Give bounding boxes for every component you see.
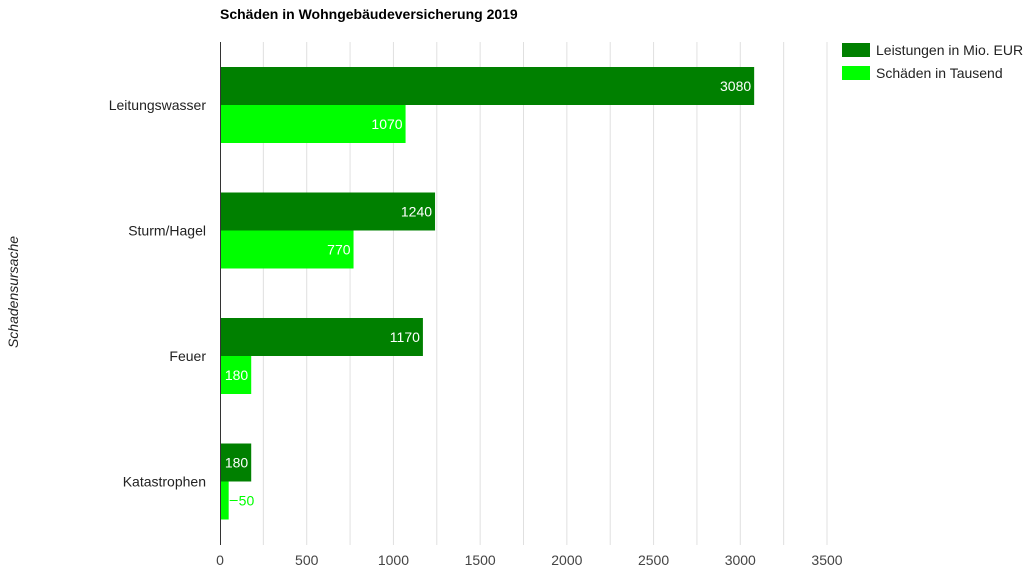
category-label: Feuer: [169, 348, 206, 364]
bar: [220, 192, 436, 231]
x-tick-label: 3500: [811, 552, 842, 568]
bar: [220, 443, 252, 482]
legend-label: Leistungen in Mio. EUR: [876, 42, 1023, 58]
category-label: Sturm/Hagel: [128, 223, 206, 239]
category-labels: Leitungswasser Sturm/Hagel Feuer Katastroph…: [109, 97, 207, 490]
bar: [220, 67, 755, 105]
x-tick-label: 1500: [465, 552, 496, 568]
bar: [220, 105, 406, 143]
bar: [220, 481, 229, 520]
bar: [220, 318, 423, 356]
category-label: Katastrophen: [123, 474, 206, 490]
gridlines: [262, 42, 828, 545]
y-axis-label: Schadensursache: [5, 236, 21, 348]
bar: [220, 230, 354, 269]
x-tick-label: 500: [295, 552, 319, 568]
legend-label: Schäden in Tausend: [876, 65, 1003, 81]
category-label: Leitungswasser: [109, 97, 207, 113]
value-label: 180: [225, 367, 249, 383]
value-label: 1240: [401, 204, 432, 220]
legend-swatch: [842, 66, 870, 80]
chart-title: Schäden in Wohngebäudeversicherung 2019: [220, 6, 518, 22]
value-labels: 3080 1070 1240 770 1170 180 180 50: [225, 78, 752, 509]
value-label: 180: [225, 455, 249, 471]
bar: [220, 356, 252, 394]
value-label: 3080: [720, 78, 751, 94]
value-label: 770: [327, 242, 351, 258]
bars: [220, 67, 755, 520]
legend-swatch: [842, 43, 870, 57]
x-tick-labels: 0 500 1000 1500 2000 2500 3000 3500: [216, 552, 843, 568]
value-label: 1170: [390, 329, 420, 345]
x-tick-label: 2500: [638, 552, 669, 568]
value-label: 50: [239, 493, 255, 509]
x-tick-label: 3000: [725, 552, 756, 568]
x-tick-label: 2000: [551, 552, 582, 568]
value-label: 1070: [371, 116, 402, 132]
x-tick-label: 0: [216, 552, 224, 568]
x-tick-label: 1000: [378, 552, 409, 568]
legend: Leistungen in Mio. EUR Schäden in Tausend: [842, 42, 1023, 81]
